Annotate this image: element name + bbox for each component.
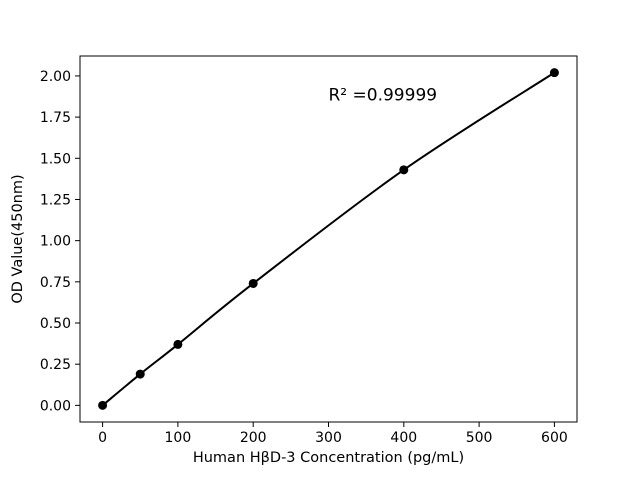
data-point-marker (173, 339, 183, 349)
y-tick-label: 0.00 (40, 398, 71, 414)
x-tick-label: 0 (98, 430, 107, 446)
x-axis-label: Human HβD-3 Concentration (pg/mL) (193, 450, 464, 466)
data-point-marker (135, 369, 145, 379)
data-point-marker (549, 68, 559, 78)
y-tick-label: 0.75 (40, 275, 71, 291)
y-tick-label: 0.50 (40, 316, 71, 332)
y-tick-label: 0.25 (40, 357, 71, 373)
r-squared-annotation: R² =0.99999 (329, 86, 438, 106)
x-tick-label: 600 (541, 430, 568, 446)
x-tick-label: 200 (240, 430, 267, 446)
y-tick-label: 1.00 (40, 234, 71, 250)
data-point-marker (98, 400, 108, 410)
data-point-marker (399, 165, 409, 175)
data-point-marker (248, 278, 258, 288)
x-tick-label: 100 (165, 430, 192, 446)
x-tick-label: 500 (466, 430, 493, 446)
y-axis-label: OD Value(450nm) (10, 174, 26, 303)
y-tick-label: 1.50 (40, 151, 71, 167)
y-tick-label: 1.75 (40, 110, 71, 126)
y-tick-label: 2.00 (40, 69, 71, 85)
x-tick-label: 400 (390, 430, 417, 446)
x-tick-label: 300 (315, 430, 342, 446)
y-tick-label: 1.25 (40, 192, 71, 208)
